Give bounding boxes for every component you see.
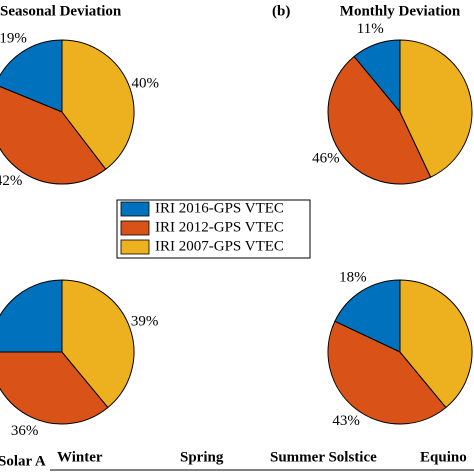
legend-swatch (120, 239, 150, 255)
column-label: Equino (420, 449, 467, 465)
data-label: 43% (332, 413, 360, 429)
legend-label: IRI 2016-GPS VTEC (155, 200, 284, 216)
pie-slice (399, 39, 473, 178)
pie-slice (61, 39, 135, 170)
pie-slice (0, 351, 109, 425)
legend-swatch (120, 220, 150, 236)
pie-slice (0, 39, 63, 113)
column-label: Spring (180, 449, 224, 465)
pie-slice (334, 279, 401, 353)
column-label: Summer Solstice (270, 449, 377, 465)
data-label: 42% (0, 173, 22, 189)
pie-slice (327, 320, 447, 425)
data-label: 36% (11, 423, 39, 439)
data-label: 19% (0, 30, 27, 46)
pie-slice (0, 86, 107, 185)
column-label: Winter (57, 449, 103, 465)
chart-title: Monthly Deviation (340, 3, 461, 19)
pie-slice (327, 55, 432, 185)
data-label: 40% (131, 75, 159, 91)
pie-slice (399, 279, 473, 409)
data-label: 46% (312, 151, 340, 167)
chart-title: Solar A (0, 453, 46, 469)
data-label: 11% (357, 21, 384, 37)
legend-swatch (120, 201, 150, 217)
chart-title: Seasonal Deviation (0, 3, 122, 19)
pie-slice (0, 279, 63, 353)
data-label: 39% (131, 314, 159, 330)
pie-slice (61, 279, 135, 409)
legend-label: IRI 2007-GPS VTEC (155, 238, 284, 254)
legend-label: IRI 2012-GPS VTEC (155, 219, 284, 235)
panel-label: (b) (272, 3, 290, 19)
data-label: 18% (339, 269, 367, 285)
